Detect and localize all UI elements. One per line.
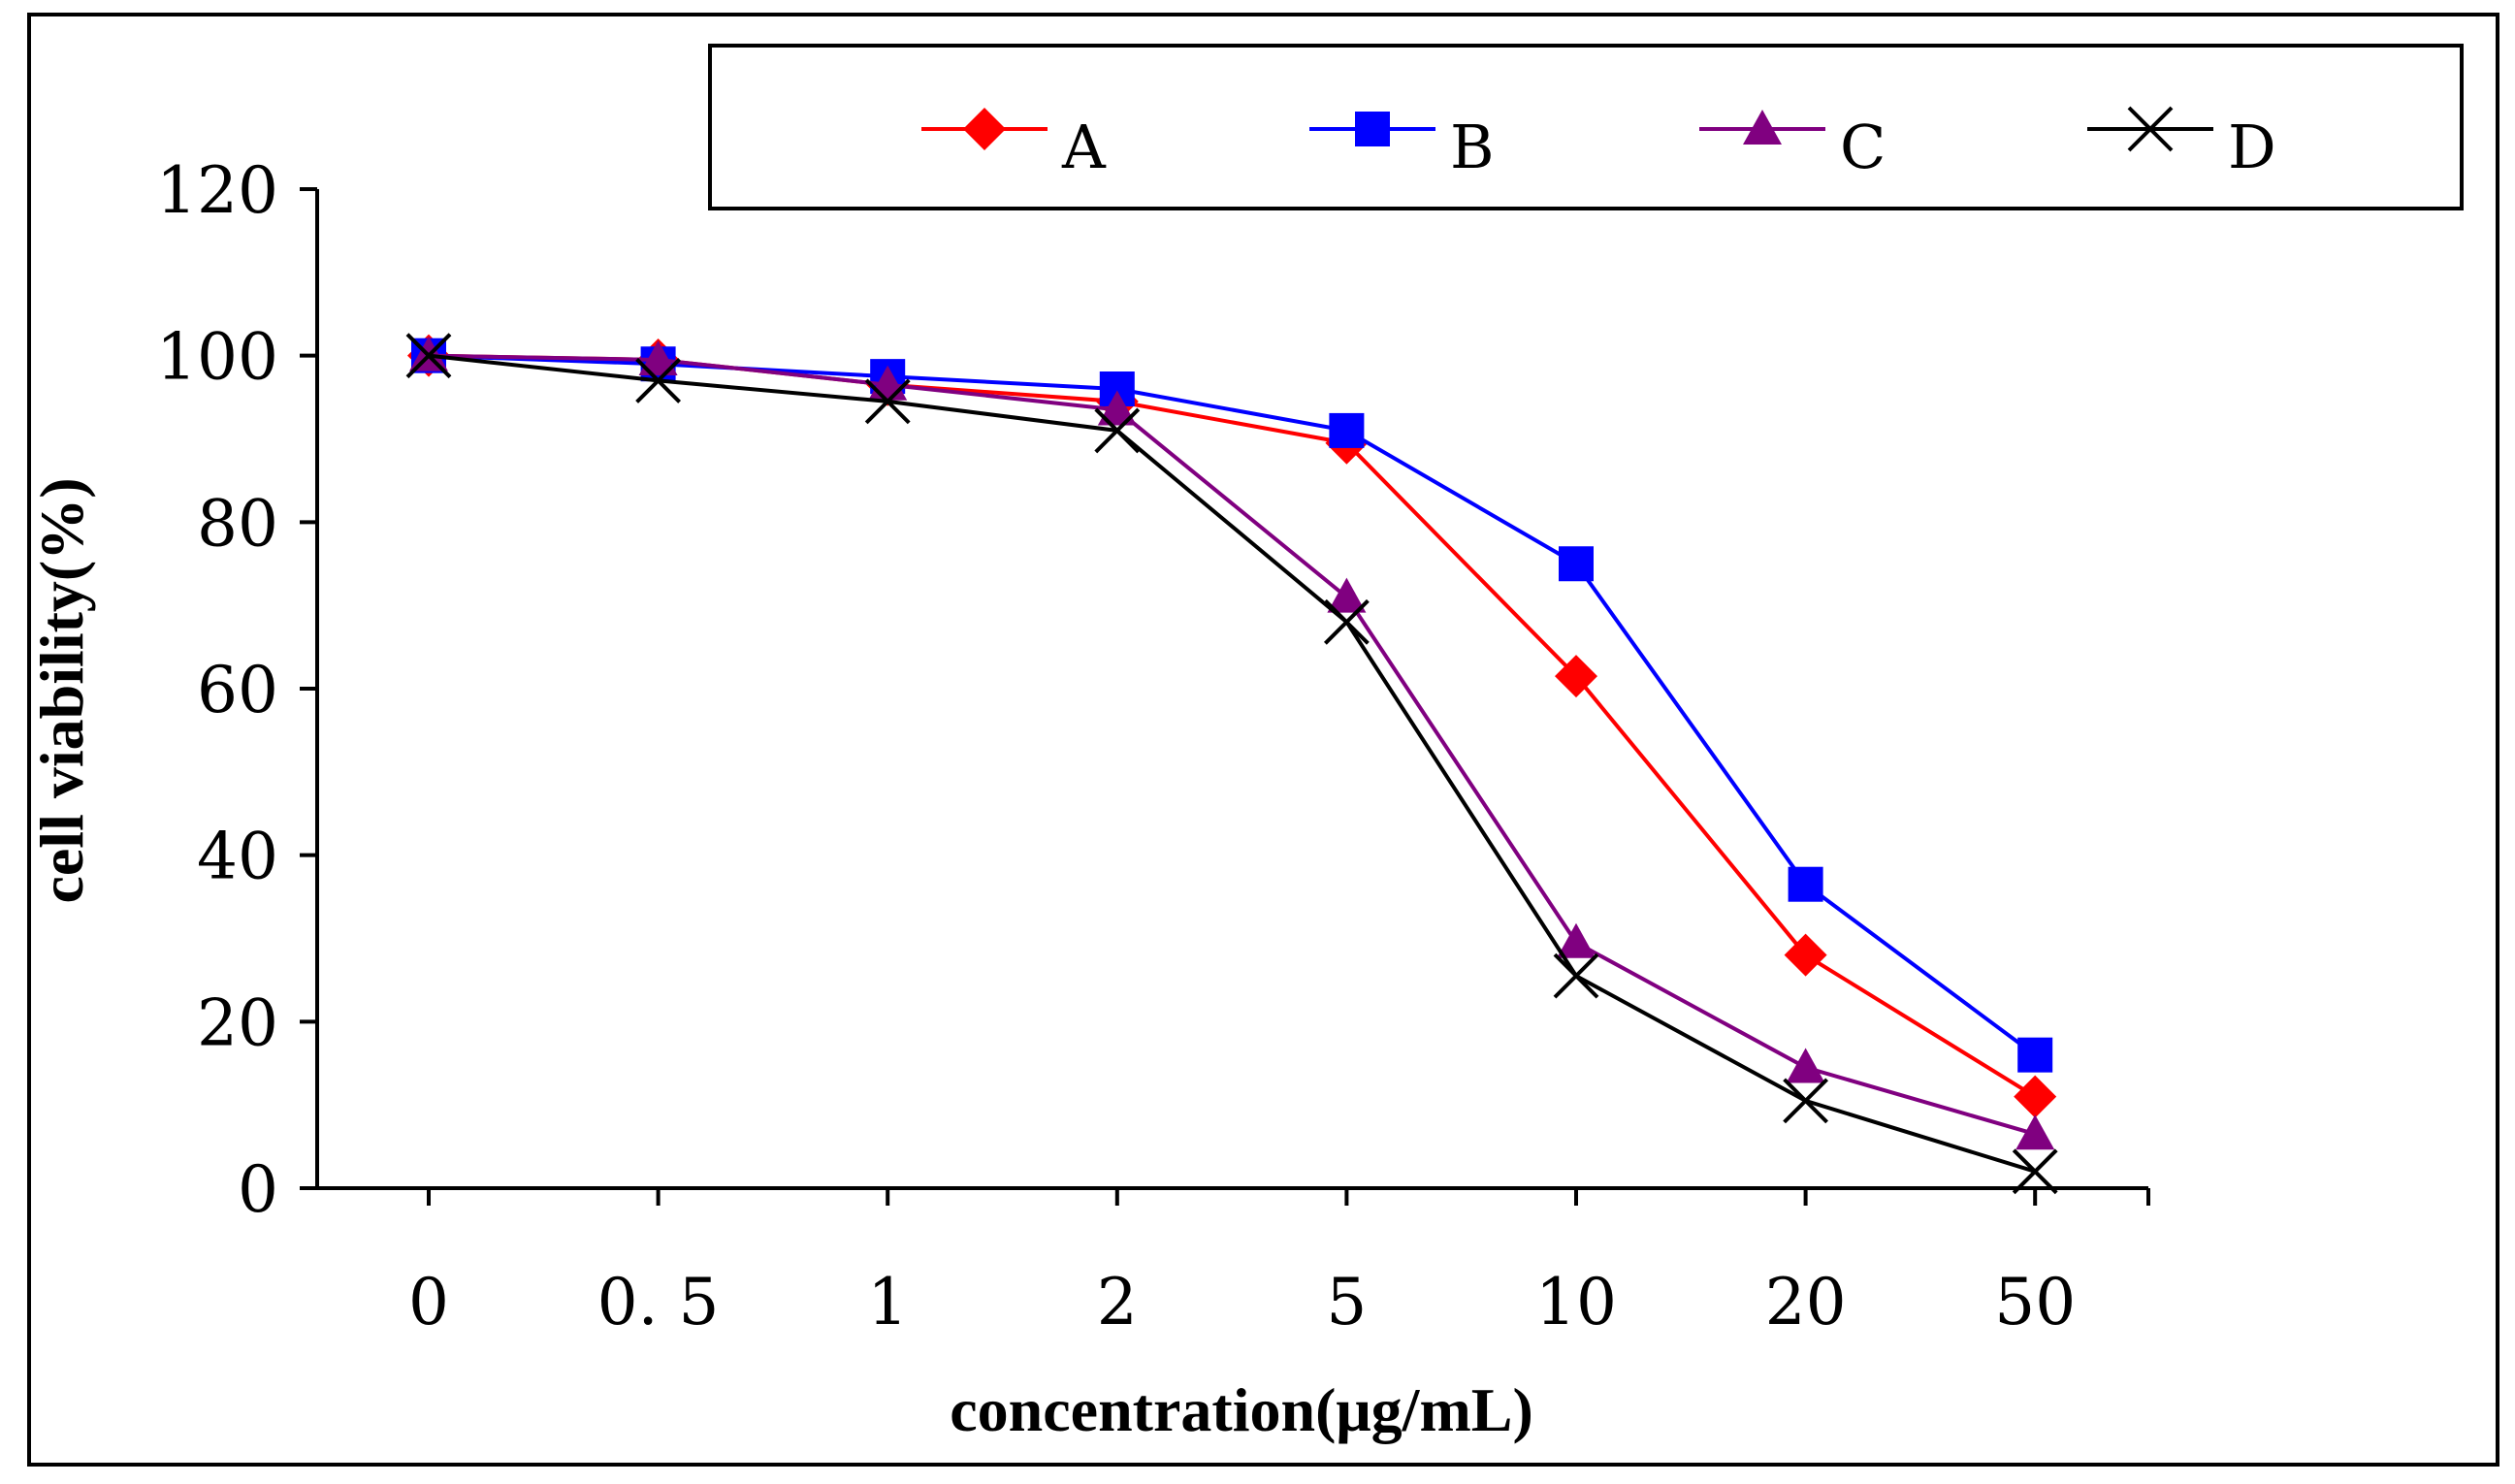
data-point-x-stroke bbox=[1553, 952, 1599, 999]
series-line-b bbox=[428, 353, 2037, 1057]
data-point-x bbox=[1094, 407, 1141, 454]
data-point-x-stroke bbox=[405, 333, 452, 379]
data-point-triangle bbox=[1097, 390, 1137, 426]
legend-entry-c: C bbox=[1699, 110, 1886, 182]
data-point-triangle bbox=[2015, 1114, 2055, 1150]
chart-border bbox=[27, 13, 2499, 1467]
legend-label: C bbox=[1840, 112, 1886, 182]
x-tick-label: 10 bbox=[1535, 1265, 1617, 1339]
x-tick-label: 5 bbox=[1326, 1265, 1367, 1339]
data-point-x bbox=[1323, 598, 1370, 645]
data-point-x-stroke bbox=[2012, 1148, 2058, 1195]
y-tick-label: 60 bbox=[197, 653, 278, 727]
series-b bbox=[411, 338, 2053, 1073]
series-c bbox=[409, 336, 2055, 1150]
data-point-square bbox=[1355, 112, 1390, 146]
data-point-square bbox=[2017, 1037, 2053, 1073]
x-tick-label: 50 bbox=[1994, 1265, 2076, 1339]
data-point-diamond bbox=[963, 108, 1006, 150]
series-line-a bbox=[428, 353, 2037, 1099]
data-point-square bbox=[1329, 412, 1365, 448]
legend-label: B bbox=[1450, 112, 1495, 182]
series-line-d bbox=[428, 353, 2036, 1174]
legend-label: A bbox=[1061, 112, 1107, 182]
data-point-diamond bbox=[1784, 933, 1827, 977]
y-tick-label: 20 bbox=[197, 985, 278, 1060]
data-point-x-stroke bbox=[1094, 407, 1141, 454]
y-axis-title: cell viability(%) bbox=[27, 477, 96, 903]
series-line-c bbox=[428, 353, 2036, 1137]
data-point-square bbox=[1559, 546, 1594, 582]
legend: A B C D bbox=[921, 106, 2276, 182]
data-point-x-stroke bbox=[1323, 598, 1370, 645]
data-point-x bbox=[1783, 1078, 1829, 1124]
x-tick-label: 1 bbox=[867, 1265, 908, 1339]
data-point-x bbox=[2012, 1148, 2058, 1195]
data-point-triangle bbox=[1743, 110, 1782, 145]
data-point-x bbox=[1553, 952, 1599, 999]
x-tick-label: 20 bbox=[1765, 1265, 1847, 1339]
data-point-x bbox=[635, 358, 682, 403]
y-tick-label: 0 bbox=[238, 1152, 278, 1227]
data-point-x bbox=[2127, 106, 2174, 152]
x-tick-label: 0. 5 bbox=[597, 1265, 720, 1339]
y-tick-label: 100 bbox=[156, 320, 278, 395]
x-tick-label: 2 bbox=[1097, 1265, 1138, 1339]
data-point-diamond bbox=[2014, 1075, 2057, 1118]
data-point-x-stroke bbox=[864, 378, 911, 425]
data-point-x bbox=[864, 378, 911, 425]
series-a bbox=[407, 334, 2057, 1118]
x-tick-label: 0 bbox=[408, 1265, 449, 1339]
series-layer bbox=[405, 333, 2058, 1195]
data-point-x-stroke bbox=[2127, 106, 2174, 152]
y-tick-label: 120 bbox=[156, 153, 278, 228]
data-point-triangle bbox=[1786, 1048, 1825, 1083]
data-point-triangle bbox=[638, 339, 678, 375]
data-point-triangle bbox=[1327, 577, 1367, 613]
y-tick-label: 40 bbox=[197, 820, 278, 894]
series-d bbox=[405, 333, 2058, 1195]
legend-entry-b: B bbox=[1309, 112, 1495, 182]
data-point-square bbox=[1788, 866, 1823, 902]
axes: 0 20 40 60 80 100 120 0 0. 5 1 2 5 10 20 50 bbox=[156, 153, 2150, 1339]
legend-entry-d: D bbox=[2087, 106, 2276, 182]
legend-entry-a: A bbox=[921, 108, 1107, 182]
data-point-diamond bbox=[1555, 655, 1597, 698]
data-point-x bbox=[405, 333, 452, 379]
data-point-x-stroke bbox=[1783, 1078, 1829, 1124]
legend-label: D bbox=[2228, 112, 2276, 182]
y-tick-label: 80 bbox=[197, 486, 278, 561]
data-point-x-stroke bbox=[635, 358, 682, 403]
x-axis-title: concentration(μg/mL) bbox=[950, 1375, 1533, 1444]
data-point-triangle bbox=[1557, 922, 1596, 958]
